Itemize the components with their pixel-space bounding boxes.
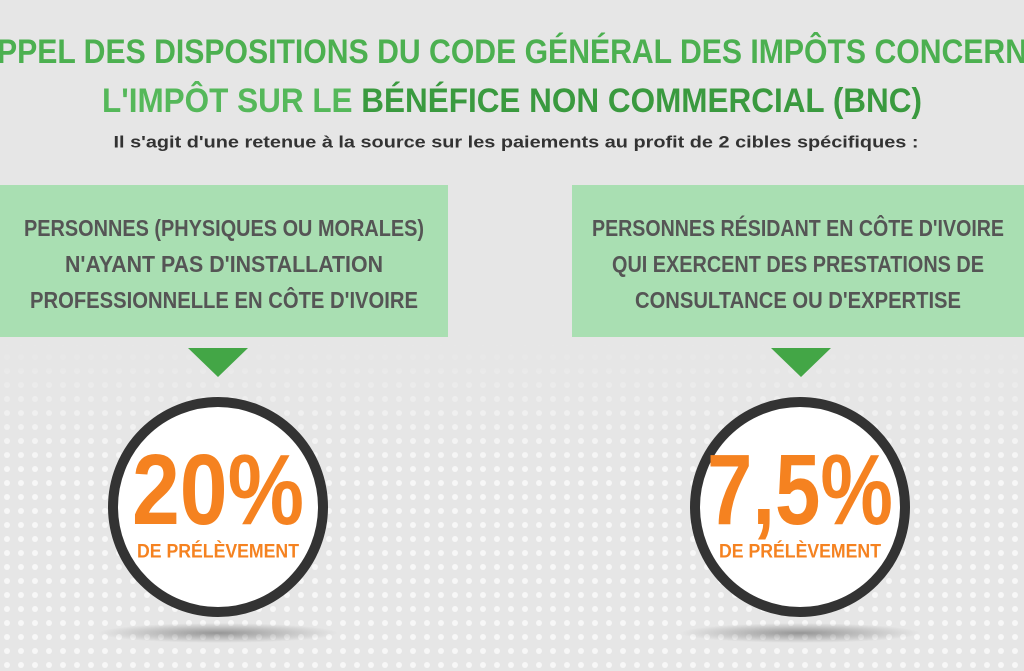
target-box (0, 185, 448, 337)
rate: 20% (132, 434, 304, 546)
rate: 7,5% (707, 434, 893, 546)
target-text: CONSULTANCE OU D'EXPERTISE (635, 287, 961, 313)
target-text: PERSONNES (PHYSIQUES OU MORALES) (24, 215, 424, 241)
target-text: PERSONNES RÉSIDANT EN CÔTE D'IVOIRE (592, 214, 1004, 241)
rate-caption: DE PRÉLÈVEMENT (719, 541, 881, 563)
shadow (680, 623, 920, 643)
arrow (771, 348, 831, 377)
rate-caption: DE PRÉLÈVEMENT (137, 541, 299, 563)
title: PPEL DES DISPOSITIONS DU CODE GÉNÉRAL DE… (0, 32, 1024, 71)
shadow (98, 623, 338, 643)
target-text: QUI EXERCENT DES PRESTATIONS DE (612, 251, 984, 277)
rate-circle (690, 397, 910, 617)
target-text: PROFESSIONNELLE EN CÔTE D'IVOIRE (30, 286, 418, 313)
title: L'IMPÔT SUR LE BÉNÉFICE NON COMMERCIAL (… (102, 81, 922, 120)
target-box (572, 185, 1024, 337)
arrow (188, 348, 248, 377)
subtitle: Il s'agit d'une retenue à la source sur … (114, 133, 919, 152)
title-part: BÉNÉFICE NON COMMERCIAL (BNC) (361, 82, 922, 120)
rate-circle (108, 397, 328, 617)
title-part: L'IMPÔT SUR LE (102, 81, 361, 120)
target-text: N'AYANT PAS D'INSTALLATION (65, 251, 383, 277)
